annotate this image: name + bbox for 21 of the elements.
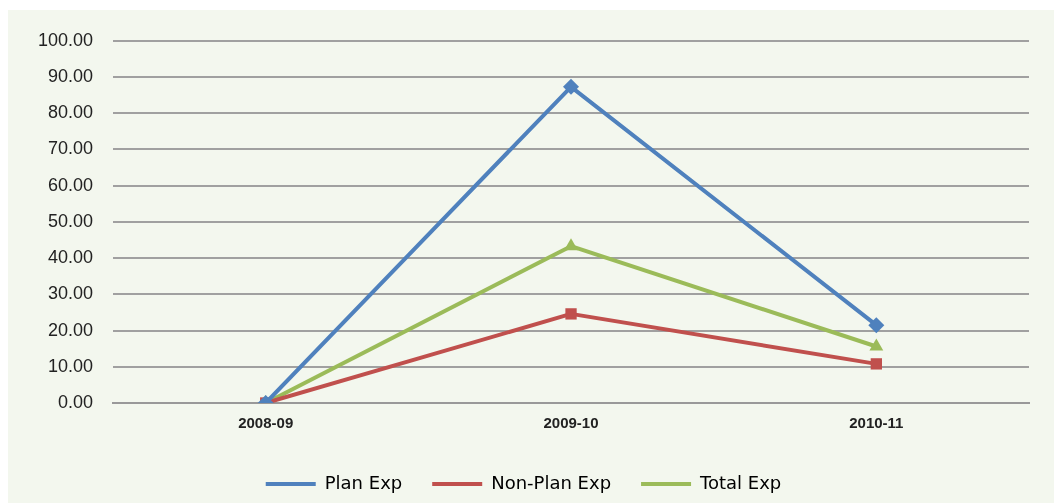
legend-label: Non-Plan Exp (491, 471, 612, 493)
y-tick-label: 50.00 (48, 210, 94, 231)
x-tick-label: 2009-10 (543, 414, 599, 432)
point (563, 78, 580, 95)
y-tick-label: 90.00 (48, 65, 94, 86)
legend-label: Plan Exp (324, 471, 403, 493)
y-tick-label: 40.00 (48, 247, 94, 268)
point (565, 308, 577, 320)
point (870, 358, 882, 370)
y-tick-label: 0.00 (58, 391, 94, 412)
y-tick-label: 70.00 (48, 138, 94, 159)
x-tick-label: 2008-09 (238, 414, 294, 432)
y-tick-label: 80.00 (48, 102, 94, 123)
y-tick-label: 60.00 (48, 174, 94, 195)
y-tick-label: 20.00 (48, 319, 94, 340)
x-tick-label: 2010-11 (849, 414, 904, 432)
y-tick-label: 100.00 (37, 29, 94, 50)
y-tick-label: 30.00 (48, 283, 94, 304)
y-tick-label: 10.00 (48, 355, 94, 376)
legend-label: Total Exp (699, 471, 782, 493)
point (868, 317, 885, 334)
